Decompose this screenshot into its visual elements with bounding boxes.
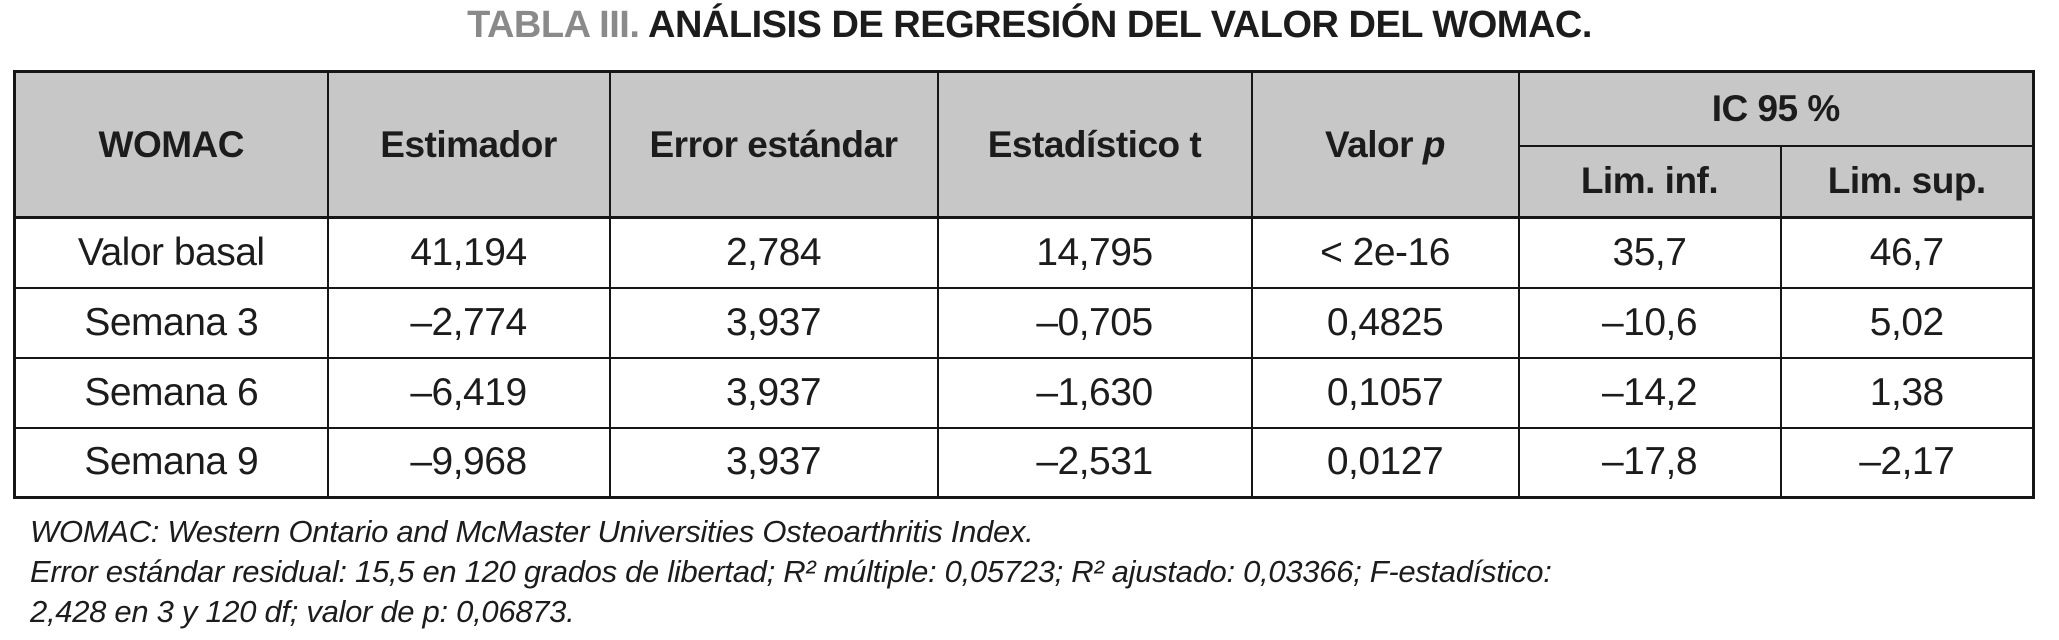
cell-lim-sup: 46,7 [1779, 216, 2035, 289]
cell-error-estandar: 3,937 [608, 286, 939, 359]
header-valor-p-symbol: p [1422, 123, 1446, 165]
cell-valor-p: < 2e-16 [1250, 216, 1520, 289]
header-valor-p: Valor p [1250, 70, 1520, 219]
header-estimador: Estimador [326, 70, 611, 219]
cell-lim-sup: 1,38 [1779, 356, 2035, 429]
cell-lim-sup: –2,17 [1779, 426, 2035, 499]
table-row-semana-9: Semana 9 –9,968 3,937 –2,531 0,0127 –17,… [13, 426, 2035, 499]
table-body: Valor basal 41,194 2,784 14,795 < 2e-16 … [13, 216, 2035, 499]
row-label: Semana 6 [13, 356, 329, 429]
table-row-semana-3: Semana 3 –2,774 3,937 –0,705 0,4825 –10,… [13, 286, 2035, 359]
cell-estimador: 41,194 [326, 216, 611, 289]
header-lim-inf: Lim. inf. [1517, 144, 1782, 219]
header-ic-group: IC 95 % [1517, 70, 2035, 147]
header-womac: WOMAC [13, 70, 329, 219]
cell-estadistico-t: –1,630 [936, 356, 1253, 429]
row-label: Valor basal [13, 216, 329, 289]
cell-lim-inf: –17,8 [1517, 426, 1782, 499]
header-row-ic: Lim. inf. Lim. sup. [15, 144, 2035, 219]
cell-estimador: –9,968 [326, 426, 611, 499]
header-lim-sup: Lim. sup. [1779, 144, 2035, 219]
cell-error-estandar: 3,937 [608, 426, 939, 499]
table-title-number: TABLA III. [467, 4, 640, 46]
table-title: TABLA III. ANÁLISIS DE REGRESIÓN DEL VAL… [0, 4, 2059, 47]
table-header: WOMAC Estimador Error estándar Estadísti… [13, 70, 2035, 219]
table-row-semana-6: Semana 6 –6,419 3,937 –1,630 0,1057 –14,… [13, 356, 2035, 429]
table-row-valor-basal: Valor basal 41,194 2,784 14,795 < 2e-16 … [13, 216, 2035, 289]
header-row-main: WOMAC Estimador Error estándar Estadísti… [13, 70, 2035, 219]
row-label: Semana 9 [13, 426, 329, 499]
header-error-estandar: Error estándar [608, 70, 939, 219]
cell-estadistico-t: 14,795 [936, 216, 1253, 289]
cell-estadistico-t: –0,705 [936, 286, 1253, 359]
header-estadistico-t: Estadístico t [936, 70, 1253, 219]
header-valor-p-prefix: Valor [1325, 123, 1423, 165]
footnote-line-2: Error estándar residual: 15,5 en 120 gra… [30, 554, 1552, 589]
cell-error-estandar: 3,937 [608, 356, 939, 429]
cell-valor-p: 0,1057 [1250, 356, 1520, 429]
table-footnotes: WOMAC: Western Ontario and McMaster Univ… [30, 512, 2030, 632]
cell-error-estandar: 2,784 [608, 216, 939, 289]
row-label: Semana 3 [13, 286, 329, 359]
regression-table: WOMAC Estimador Error estándar Estadísti… [13, 70, 2035, 499]
cell-estadistico-t: –2,531 [936, 426, 1253, 499]
cell-lim-sup: 5,02 [1779, 286, 2035, 359]
cell-estimador: –6,419 [326, 356, 611, 429]
table-title-text: ANÁLISIS DE REGRESIÓN DEL VALOR DEL WOMA… [639, 4, 1592, 46]
cell-valor-p: 0,0127 [1250, 426, 1520, 499]
cell-lim-inf: –10,6 [1517, 286, 1782, 359]
footnote-line-1: WOMAC: Western Ontario and McMaster Univ… [30, 514, 1034, 549]
cell-lim-inf: –14,2 [1517, 356, 1782, 429]
cell-valor-p: 0,4825 [1250, 286, 1520, 359]
footnote-line-3: 2,428 en 3 y 120 df; valor de p: 0,06873… [30, 594, 575, 629]
cell-lim-inf: 35,7 [1517, 216, 1782, 289]
cell-estimador: –2,774 [326, 286, 611, 359]
